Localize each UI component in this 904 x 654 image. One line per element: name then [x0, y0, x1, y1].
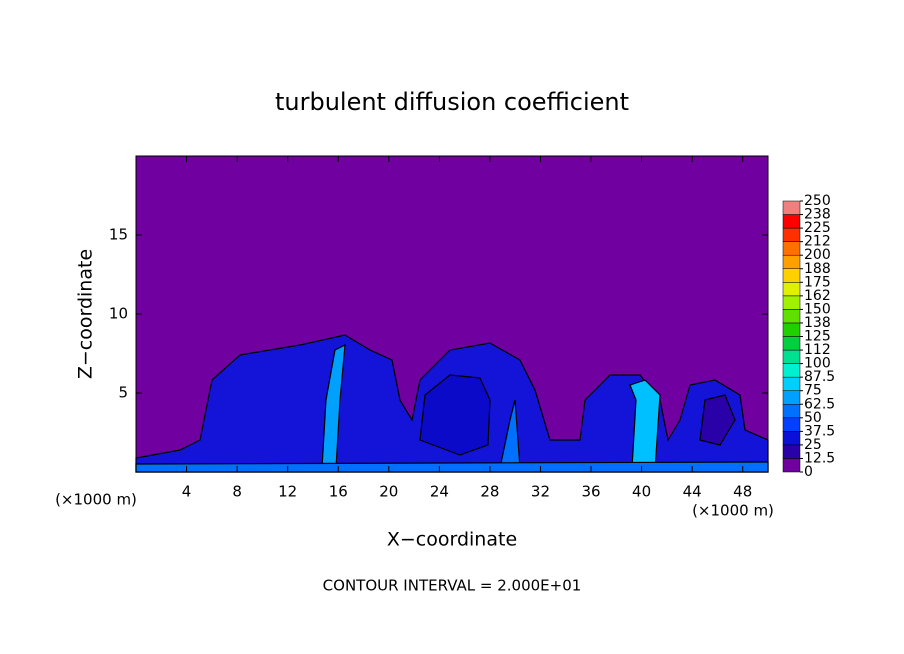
y-tick-label: 10: [109, 305, 128, 323]
colorbar-label: 125: [804, 329, 831, 345]
colorbar-segment: [782, 282, 801, 297]
x-tick-label: 36: [581, 483, 600, 501]
colorbar-label: 138: [804, 315, 831, 331]
colorbar-segment: [782, 214, 801, 229]
colorbar-segment: [782, 417, 801, 432]
chart-title: turbulent diffusion coefficient: [275, 88, 629, 116]
field-region: [699, 394, 736, 446]
x-tick-label: 32: [531, 483, 550, 501]
colorbar-segment: [782, 268, 801, 283]
colorbar-label: 212: [804, 234, 831, 250]
x-unit: (×1000 m): [692, 502, 774, 520]
x-tick-label: 16: [329, 483, 348, 501]
colorbar-label: 37.5: [804, 423, 835, 439]
colorbar-segment: [782, 349, 801, 364]
colorbar-segment: [782, 336, 801, 351]
y-axis-label: Z−coordinate: [75, 249, 97, 379]
field: [135, 334, 769, 473]
x-tick-label: 8: [232, 483, 242, 501]
colorbar-label: 25: [804, 437, 822, 453]
x-tick-label: 12: [278, 483, 297, 501]
colorbar-segment: [782, 404, 801, 419]
x-tick-label: 44: [683, 483, 702, 501]
colorbar-label: 175: [804, 274, 831, 290]
colorbar-segment: [782, 241, 801, 256]
colorbar-segment: [782, 363, 801, 378]
x-unit: (×1000 m): [55, 491, 137, 509]
colorbar-segment: [782, 390, 801, 405]
x-tick-label: 20: [379, 483, 398, 501]
colorbar-segment: [782, 254, 801, 269]
colorbar-label: 62.5: [804, 396, 835, 412]
colorbar-label: 225: [804, 220, 831, 236]
colorbar-label: 150: [804, 301, 831, 317]
colorbar-label: 12.5: [804, 450, 835, 466]
colorbar-label: 112: [804, 342, 831, 358]
colorbar-label: 0: [804, 464, 813, 480]
y-tick-label: 15: [109, 226, 128, 244]
colorbar-segment: [782, 444, 801, 459]
colorbar-segment: [782, 376, 801, 391]
x-axis-label: X−coordinate: [387, 529, 517, 551]
x-tick-label: 28: [480, 483, 499, 501]
colorbar-segment: [782, 458, 801, 473]
x-tick-label: 24: [430, 483, 449, 501]
colorbar-segment: [782, 295, 801, 310]
colorbar-label: 162: [804, 288, 831, 304]
x-tick-label: 4: [182, 483, 192, 501]
colorbar-label: 87.5: [804, 369, 835, 385]
colorbar-label: 238: [804, 207, 831, 223]
footer: CONTOUR INTERVAL = 2.000E+01: [323, 577, 582, 595]
y-tick-label: 5: [118, 384, 128, 402]
colorbar-label: 100: [804, 356, 831, 372]
colorbar-segment: [782, 322, 801, 337]
colorbar-segment: [782, 309, 801, 324]
colorbar-segment: [782, 431, 801, 446]
x-tick-label: 40: [632, 483, 651, 501]
colorbar-segment: [782, 227, 801, 242]
colorbar-label: 250: [804, 193, 831, 209]
field-region: [629, 379, 661, 471]
field-region: [419, 374, 491, 456]
colorbar-label: 75: [804, 383, 822, 399]
colorbar-label: 50: [804, 410, 822, 426]
colorbar-label: 200: [804, 247, 831, 263]
colorbar-segment: [782, 200, 801, 215]
x-tick-label: 48: [733, 483, 752, 501]
field-region: [135, 461, 769, 473]
colorbar-label: 188: [804, 261, 831, 277]
